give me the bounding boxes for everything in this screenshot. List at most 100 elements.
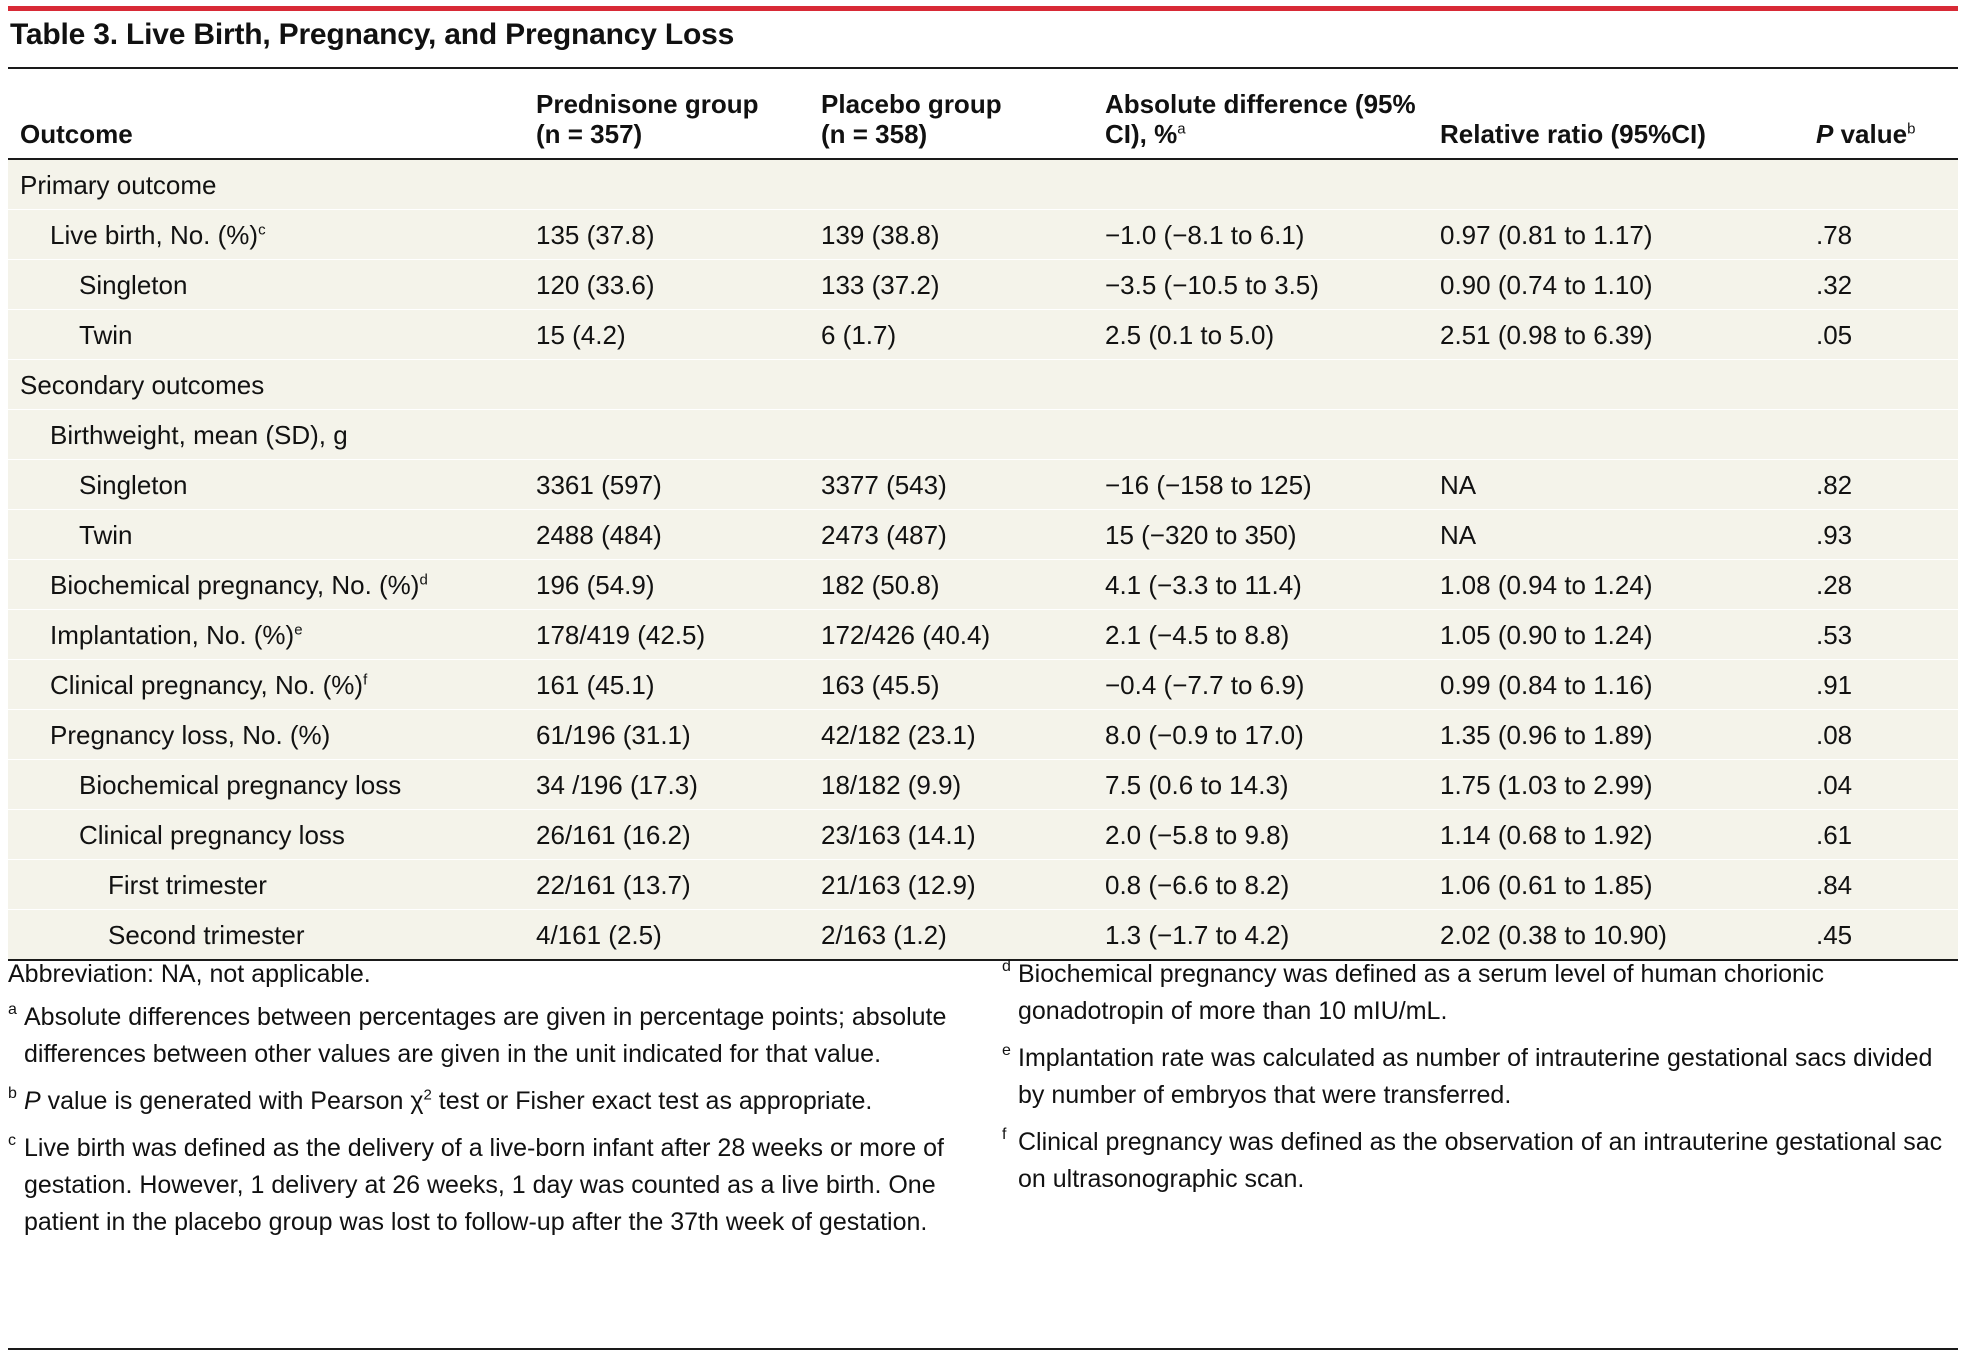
cell-placebo: 172/426 (40.4) [821, 609, 1105, 660]
footnote-mark: d [419, 570, 428, 588]
cell-placebo: 23/163 (14.1) [821, 809, 1105, 860]
row-label: Secondary outcomes [8, 359, 536, 410]
cell-prednisone: 161 (45.1) [536, 659, 821, 710]
row-label: Implantation, No. (%)e [8, 609, 536, 660]
row-label: Biochemical pregnancy, No. (%)d [8, 559, 536, 610]
footnote-mark-b: b [1907, 120, 1916, 138]
header-outcome: Outcome [8, 67, 536, 160]
footnote-a-mark: a [8, 1001, 17, 1018]
header-absolute-difference: Absolute difference (95% CI), %a [1105, 67, 1440, 160]
cell-difference [1105, 359, 1440, 410]
footnote-b-superscript: 2 [423, 1086, 432, 1104]
cell-difference: −16 (−158 to 125) [1105, 459, 1440, 510]
row-label: Birthweight, mean (SD), g [8, 409, 536, 460]
cell-p-value: .82 [1816, 459, 1958, 510]
row-label: Singleton [8, 459, 536, 510]
table-header-row: Outcome Prednisone group (n = 357) Placeb… [8, 67, 1958, 160]
table-row: Biochemical pregnancy loss 34 /196 (17.3… [8, 759, 1958, 810]
table-row: Live birth, No. (%)c 135 (37.8) 139 (38.… [8, 209, 1958, 260]
header-prednisone: Prednisone group (n = 357) [536, 67, 821, 160]
cell-p-value: .28 [1816, 559, 1958, 610]
footnote-b-text-end: test or Fisher exact test as appropriate… [431, 1087, 873, 1115]
footnote-d: d Biochemical pregnancy was defined as a… [1002, 956, 1958, 1030]
row-label: Singleton [8, 259, 536, 310]
cell-ratio: 1.75 (1.03 to 2.99) [1440, 759, 1816, 810]
cell-difference: −3.5 (−10.5 to 3.5) [1105, 259, 1440, 310]
row-label: Live birth, No. (%)c [8, 209, 536, 260]
cell-placebo [821, 359, 1105, 410]
cell-p-value [1816, 359, 1958, 410]
cell-ratio: 0.97 (0.81 to 1.17) [1440, 209, 1816, 260]
footnote-a-text: Absolute differences between percentages… [24, 1003, 947, 1068]
cell-ratio: 1.35 (0.96 to 1.89) [1440, 709, 1816, 760]
footnote-b: b P value is generated with Pearson χ2 t… [8, 1083, 968, 1120]
cell-ratio: 1.14 (0.68 to 1.92) [1440, 809, 1816, 860]
cell-difference: 15 (−320 to 350) [1105, 509, 1440, 560]
table-row: Biochemical pregnancy, No. (%)d 196 (54.… [8, 559, 1958, 610]
cell-difference: 1.3 (−1.7 to 4.2) [1105, 909, 1440, 961]
cell-difference [1105, 409, 1440, 460]
footnote-d-mark: d [1002, 958, 1011, 975]
cell-p-value: .08 [1816, 709, 1958, 760]
results-table: Outcome Prednisone group (n = 357) Placeb… [8, 67, 1958, 961]
cell-ratio: 1.05 (0.90 to 1.24) [1440, 609, 1816, 660]
cell-p-value [1816, 159, 1958, 210]
row-label: Biochemical pregnancy loss [8, 759, 536, 810]
cell-prednisone: 26/161 (16.2) [536, 809, 821, 860]
cell-prednisone: 61/196 (31.1) [536, 709, 821, 760]
cell-placebo [821, 159, 1105, 210]
cell-p-value [1816, 409, 1958, 460]
cell-difference: 0.8 (−6.6 to 8.2) [1105, 859, 1440, 910]
table-row: Birthweight, mean (SD), g [8, 409, 1958, 460]
cell-p-value: .45 [1816, 909, 1958, 961]
table-row: Twin 15 (4.2) 6 (1.7) 2.5 (0.1 to 5.0) 2… [8, 309, 1958, 360]
footnote-mark-a: a [1177, 120, 1186, 138]
cell-p-value: .93 [1816, 509, 1958, 560]
footnote-f-text: Clinical pregnancy was defined as the ob… [1018, 1128, 1943, 1193]
table-row: Implantation, No. (%)e 178/419 (42.5) 17… [8, 609, 1958, 660]
cell-p-value: .61 [1816, 809, 1958, 860]
cell-ratio [1440, 159, 1816, 210]
cell-prednisone: 196 (54.9) [536, 559, 821, 610]
cell-placebo: 163 (45.5) [821, 659, 1105, 710]
footnote-mark: f [363, 670, 368, 688]
footnote-b-italic-p: P [24, 1087, 41, 1115]
cell-ratio: 2.51 (0.98 to 6.39) [1440, 309, 1816, 360]
cell-placebo: 133 (37.2) [821, 259, 1105, 310]
header-p-value: P valueb [1816, 67, 1958, 160]
cell-difference: 2.1 (−4.5 to 8.8) [1105, 609, 1440, 660]
footnote-mark: e [294, 620, 303, 638]
table-row: Singleton 120 (33.6) 133 (37.2) −3.5 (−1… [8, 259, 1958, 310]
cell-p-value: .04 [1816, 759, 1958, 810]
cell-prednisone: 3361 (597) [536, 459, 821, 510]
cell-p-value: .84 [1816, 859, 1958, 910]
cell-prednisone [536, 359, 821, 410]
footnote-c: c Live birth was defined as the delivery… [8, 1130, 968, 1241]
cell-ratio: 0.99 (0.84 to 1.16) [1440, 659, 1816, 710]
table-row: Secondary outcomes [8, 359, 1958, 410]
cell-prednisone: 178/419 (42.5) [536, 609, 821, 660]
footnote-f-mark: f [1002, 1126, 1007, 1143]
footnotes-right-column: d Biochemical pregnancy was defined as a… [1002, 956, 1958, 1208]
footnote-a: a Absolute differences between percentag… [8, 999, 968, 1073]
footnote-c-text: Live birth was defined as the delivery o… [24, 1134, 944, 1236]
footnote-mark: c [258, 220, 266, 238]
header-placebo: Placebo group (n = 358) [821, 67, 1105, 160]
footnote-e-text: Implantation rate was calculated as numb… [1018, 1044, 1933, 1109]
cell-placebo: 182 (50.8) [821, 559, 1105, 610]
footnote-c-mark: c [8, 1132, 16, 1149]
table-title: Table 3. Live Birth, Pregnancy, and Preg… [10, 18, 735, 51]
cell-ratio: NA [1440, 509, 1816, 560]
footnote-b-text: value is generated with Pearson χ [40, 1087, 424, 1115]
row-label: First trimester [8, 859, 536, 910]
cell-placebo: 3377 (543) [821, 459, 1105, 510]
cell-difference [1105, 159, 1440, 210]
cell-placebo: 6 (1.7) [821, 309, 1105, 360]
cell-placebo: 2473 (487) [821, 509, 1105, 560]
row-label: Second trimester [8, 909, 536, 961]
cell-ratio: 0.90 (0.74 to 1.10) [1440, 259, 1816, 310]
cell-difference: 2.0 (−5.8 to 9.8) [1105, 809, 1440, 860]
footnote-e: e Implantation rate was calculated as nu… [1002, 1040, 1958, 1114]
header-relative-ratio: Relative ratio (95%CI) [1440, 67, 1816, 160]
table-row: Pregnancy loss, No. (%) 61/196 (31.1) 42… [8, 709, 1958, 760]
